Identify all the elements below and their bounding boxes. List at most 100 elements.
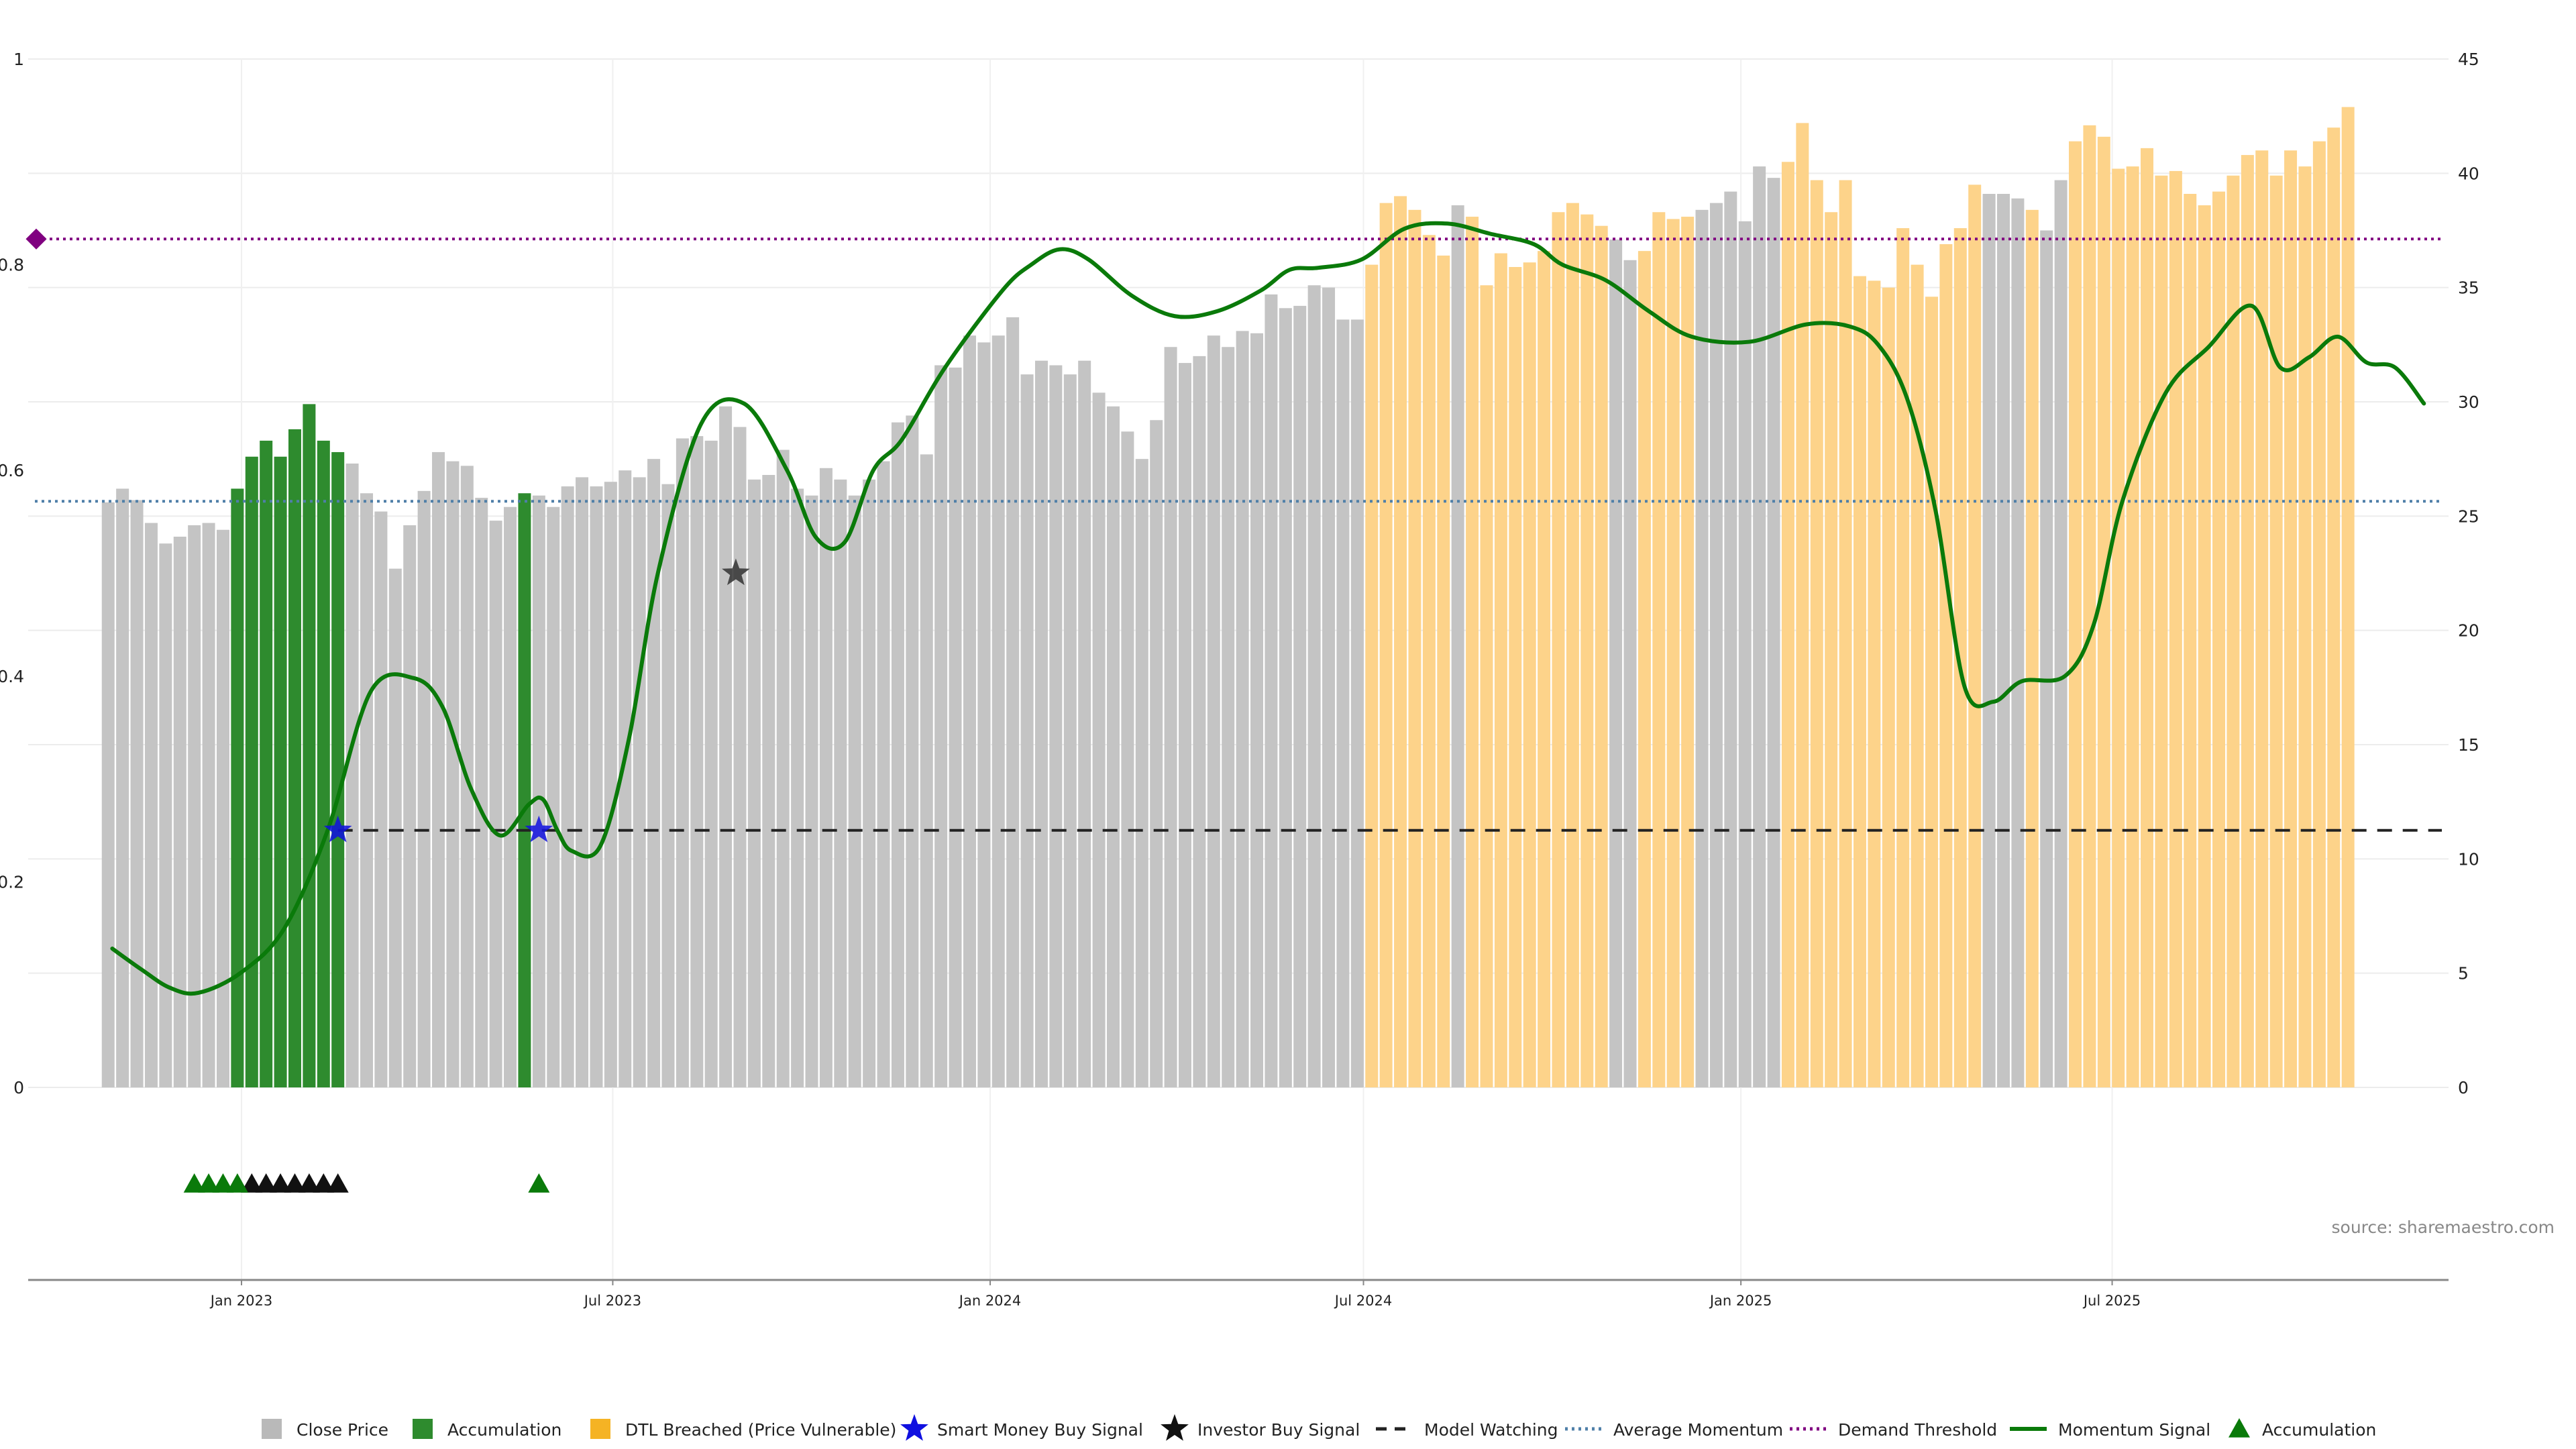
- right-tick-label-9: 45: [2458, 50, 2479, 69]
- legend-item-0: Close Price: [262, 1419, 388, 1440]
- legend-swatch-2: [590, 1419, 610, 1439]
- close-price-bar-6: [188, 525, 201, 1087]
- x-tick-label-3: Jul 2024: [1334, 1293, 1392, 1309]
- dtl-breached-bar-126: [1911, 264, 1924, 1088]
- close-price-bar-47: [776, 449, 790, 1087]
- x-tick-label-2: Jan 2024: [958, 1293, 1022, 1309]
- close-price-bar-30: [532, 495, 545, 1087]
- close-price-bar-77: [1207, 335, 1220, 1087]
- close-price-bar-113: [1724, 191, 1737, 1087]
- legend-label-6: Average Momentum: [1613, 1420, 1783, 1440]
- close-price-bar-71: [1121, 431, 1134, 1087]
- close-price-bar-60: [963, 335, 976, 1087]
- investor-marker-2: [270, 1173, 292, 1193]
- dtl-breached-bar-101: [1552, 212, 1565, 1087]
- accumulation-marker-0: [183, 1173, 205, 1193]
- dtl-breached-bar-130: [1968, 184, 1982, 1087]
- investor-marker-3: [284, 1173, 306, 1193]
- close-price-bar-36: [619, 470, 632, 1087]
- investor-marker-6: [327, 1173, 349, 1193]
- close-price-bar-20: [388, 568, 402, 1087]
- dtl-breached-bar-121: [1839, 180, 1852, 1087]
- close-price-bar-56: [906, 415, 919, 1087]
- close-price-bar-74: [1164, 347, 1177, 1087]
- dtl-breached-bar-91: [1408, 209, 1421, 1088]
- dtl-breached-bar-139: [2097, 136, 2110, 1087]
- close-price-bar-33: [576, 477, 589, 1087]
- accumulation-bar-9: [231, 488, 244, 1087]
- close-price-bar-94: [1451, 205, 1464, 1088]
- legend-item-2: DTL Breached (Price Vulnerable): [590, 1419, 896, 1440]
- close-price-bar-84: [1307, 285, 1321, 1087]
- smart-money-buy-signal-1: [525, 815, 553, 843]
- close-price-bar-38: [647, 459, 661, 1087]
- legend-swatch-0: [262, 1419, 282, 1439]
- legend-label-7: Demand Threshold: [1838, 1420, 1997, 1440]
- dtl-breached-bar-104: [1595, 225, 1608, 1088]
- left-tick-label-4: 0.8: [0, 256, 24, 275]
- source-label: source: sharemaestro.com: [2332, 1218, 2555, 1237]
- legend-item-8: Momentum Signal: [2010, 1420, 2210, 1440]
- dtl-breached-bar-144: [2169, 170, 2182, 1088]
- accumulation-bar-29: [518, 493, 531, 1087]
- left-tick-label-1: 0.2: [0, 872, 24, 892]
- close-price-bar-131: [1982, 193, 1996, 1087]
- close-price-bar-42: [704, 440, 718, 1087]
- close-price-bar-24: [446, 461, 460, 1087]
- dtl-breached-bar-140: [2112, 168, 2125, 1087]
- dtl-breached-bar-109: [1666, 219, 1680, 1087]
- close-price-bar-72: [1135, 459, 1148, 1087]
- x-tick-label-1: Jul 2023: [583, 1293, 641, 1309]
- dtl-breached-bar-122: [1853, 276, 1866, 1088]
- dtl-breached-bar-119: [1810, 180, 1823, 1087]
- dtl-breached-bar-150: [2255, 150, 2269, 1088]
- legend-item-6: Average Momentum: [1565, 1420, 1783, 1440]
- dtl-breached-bar-154: [2312, 141, 2326, 1087]
- legend-item-5: Model Watching: [1376, 1420, 1558, 1440]
- price-bars: [101, 107, 2355, 1088]
- close-price-bar-7: [202, 523, 215, 1087]
- close-price-bar-1: [116, 488, 129, 1087]
- close-price-bar-39: [661, 484, 675, 1087]
- dtl-breached-bar-100: [1538, 251, 1551, 1087]
- right-tick-label-7: 35: [2458, 278, 2479, 298]
- accumulation-bar-16: [331, 451, 345, 1087]
- momentum-signal-line: [110, 221, 2426, 996]
- close-price-bar-106: [1623, 260, 1637, 1088]
- close-price-bar-66: [1049, 365, 1063, 1087]
- x-tick-label-4: Jan 2025: [1709, 1293, 1772, 1309]
- close-price-bar-3: [144, 523, 158, 1087]
- close-price-bar-35: [604, 482, 617, 1087]
- dtl-breached-bar-129: [1953, 228, 1967, 1088]
- close-price-bar-32: [561, 486, 574, 1087]
- close-price-bar-112: [1709, 203, 1723, 1087]
- dtl-breached-bar-110: [1681, 217, 1695, 1087]
- dtl-breached-bar-151: [2269, 175, 2283, 1087]
- demand-threshold-marker: [25, 228, 47, 250]
- dtl-breached-bar-152: [2284, 150, 2298, 1088]
- legend-label-5: Model Watching: [1424, 1420, 1558, 1440]
- dtl-breached-bar-142: [2141, 148, 2154, 1088]
- right-tick-label-3: 15: [2458, 735, 2479, 755]
- dtl-breached-bar-107: [1638, 251, 1651, 1087]
- right-tick-label-2: 10: [2458, 849, 2479, 869]
- smart-money-buy-signal-0: [323, 815, 352, 843]
- legend-label-2: DTL Breached (Price Vulnerable): [625, 1420, 896, 1440]
- dtl-breached-bar-145: [2184, 193, 2197, 1087]
- dtl-breached-bar-103: [1580, 214, 1594, 1087]
- dtl-breached-bar-134: [2025, 209, 2039, 1088]
- close-price-bar-51: [834, 479, 847, 1087]
- close-price-bar-73: [1150, 420, 1163, 1087]
- close-price-bar-83: [1293, 305, 1307, 1087]
- close-price-bar-8: [216, 529, 229, 1087]
- close-price-bar-70: [1106, 406, 1120, 1087]
- close-price-bar-68: [1078, 360, 1091, 1088]
- close-price-bar-65: [1034, 360, 1048, 1088]
- close-price-bar-43: [719, 406, 733, 1087]
- investor-marker-5: [313, 1173, 335, 1193]
- close-price-bar-22: [417, 490, 431, 1087]
- legend-label-8: Momentum Signal: [2058, 1420, 2210, 1440]
- close-price-bar-21: [403, 525, 417, 1087]
- close-price-bar-26: [475, 498, 488, 1087]
